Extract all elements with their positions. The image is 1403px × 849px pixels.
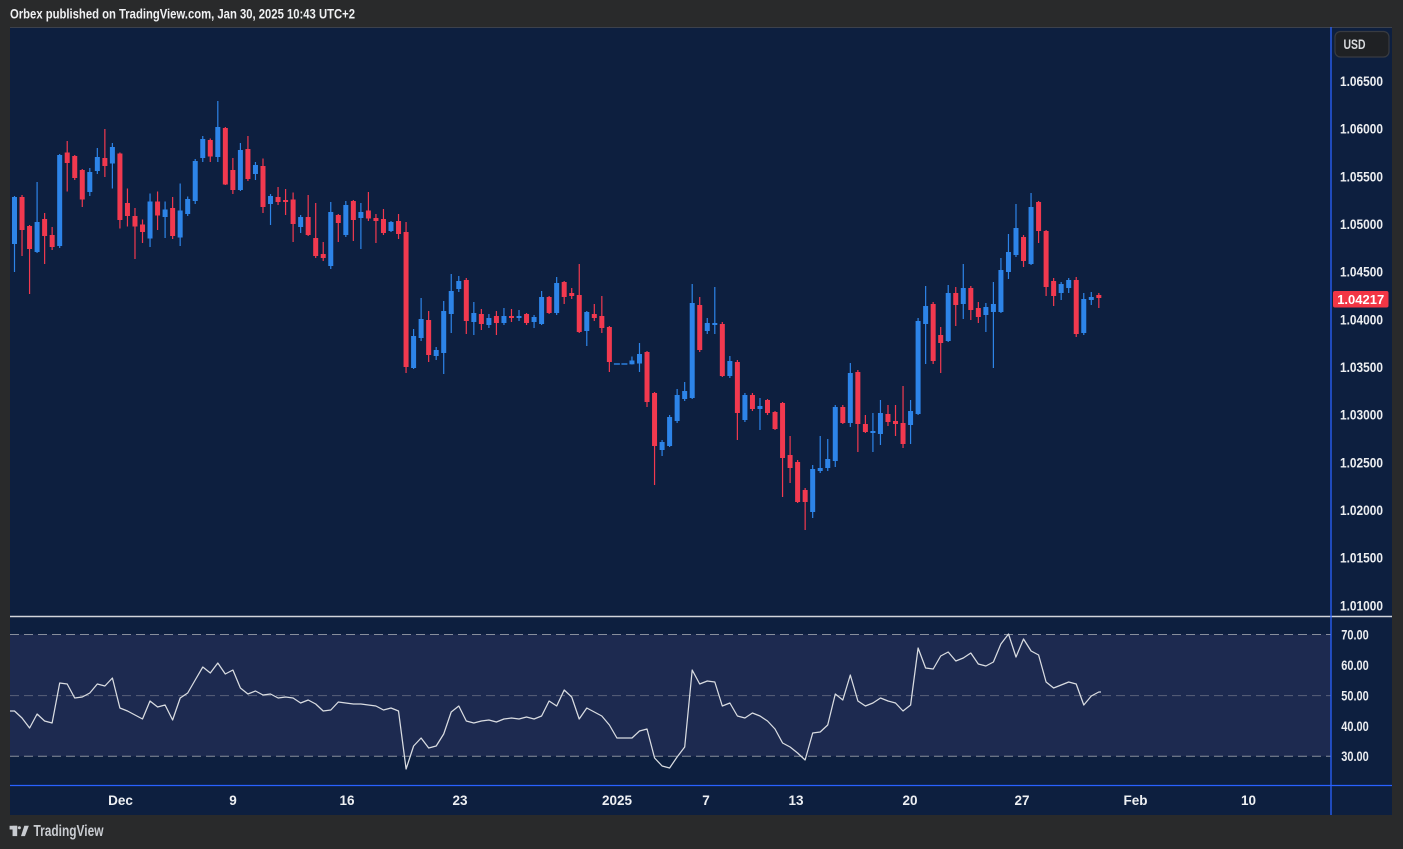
svg-text:Feb: Feb — [1123, 793, 1147, 808]
svg-text:7: 7 — [702, 793, 710, 808]
svg-text:10: 10 — [1241, 793, 1256, 808]
svg-text:16: 16 — [339, 793, 355, 808]
svg-text:1.06000: 1.06000 — [1340, 121, 1383, 137]
svg-text:20: 20 — [902, 793, 917, 808]
svg-text:1.05000: 1.05000 — [1340, 216, 1383, 232]
svg-text:30.00: 30.00 — [1341, 749, 1369, 764]
svg-text:50.00: 50.00 — [1341, 688, 1369, 703]
svg-text:1.05500: 1.05500 — [1340, 168, 1383, 184]
svg-text:1.04500: 1.04500 — [1340, 264, 1383, 280]
svg-text:1.06500: 1.06500 — [1340, 73, 1383, 89]
svg-text:27: 27 — [1014, 793, 1029, 808]
svg-text:2025: 2025 — [602, 793, 633, 808]
svg-text:1.02000: 1.02000 — [1340, 502, 1383, 518]
svg-text:Orbex published on TradingView: Orbex published on TradingView.com, Jan … — [10, 6, 355, 21]
svg-text:40.00: 40.00 — [1341, 719, 1369, 734]
svg-text:1.01000: 1.01000 — [1340, 597, 1383, 613]
svg-text:23: 23 — [452, 793, 468, 808]
svg-text:1.03000: 1.03000 — [1340, 407, 1383, 423]
svg-text:1.02500: 1.02500 — [1340, 454, 1383, 470]
svg-text:9: 9 — [229, 793, 237, 808]
svg-text:70.00: 70.00 — [1341, 627, 1369, 642]
svg-text:TradingView: TradingView — [34, 823, 105, 840]
svg-text:1.04000: 1.04000 — [1340, 311, 1383, 327]
svg-text:USD: USD — [1344, 36, 1366, 52]
svg-text:13: 13 — [788, 793, 804, 808]
svg-text:1.04217: 1.04217 — [1337, 292, 1384, 307]
svg-text:1.03500: 1.03500 — [1340, 359, 1383, 375]
svg-text:1.01500: 1.01500 — [1340, 550, 1383, 566]
svg-text:Dec: Dec — [108, 793, 133, 808]
svg-text:60.00: 60.00 — [1341, 658, 1369, 673]
